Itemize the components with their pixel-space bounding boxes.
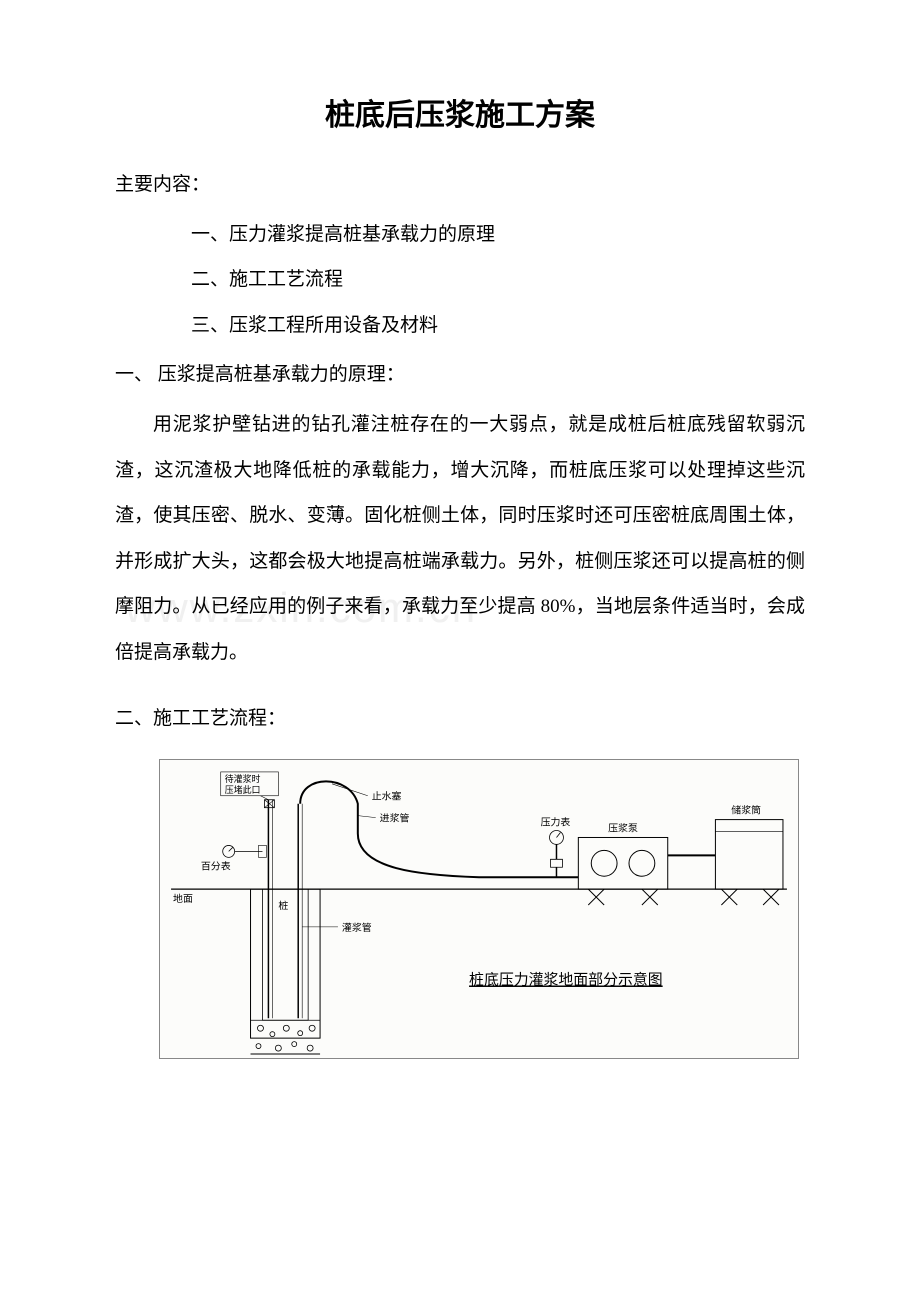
- label-pile: 桩: [278, 899, 288, 912]
- pump-icon: 压浆泵: [578, 822, 667, 906]
- section-1-heading: 一、 压浆提高桩基承载力的原理：: [115, 352, 805, 398]
- label-plug-1: 待灌浆时: [225, 773, 261, 784]
- toc-item-1: 一、压力灌浆提高桩基承载力的原理: [115, 212, 805, 258]
- toc-item-2: 二、施工工艺流程: [115, 257, 805, 303]
- label-stop-plug: 止水塞: [372, 790, 402, 803]
- label-ground: 地面: [173, 892, 193, 905]
- label-dial-gauge: 百分表: [201, 859, 231, 872]
- section-1-body: 用泥浆护壁钻进的钻孔灌注桩存在的一大弱点，就是成桩后桩底残留软弱沉渣，这沉渣极大…: [115, 402, 805, 676]
- label-inlet-pipe: 进浆管: [380, 812, 410, 825]
- toc-label: 主要内容：: [115, 162, 805, 208]
- label-pressure-gauge: 压力表: [541, 816, 571, 829]
- dial-gauge-icon: [223, 846, 267, 858]
- label-plug-2: 压堵此口: [225, 784, 261, 795]
- toc-item-3: 三、压浆工程所用设备及材料: [115, 303, 805, 349]
- section-2-heading: 二、施工工艺流程：: [115, 696, 805, 742]
- label-pump: 压浆泵: [608, 822, 638, 835]
- slurry-tank-icon: 储浆筒: [715, 804, 783, 905]
- pressure-gauge-icon: [550, 831, 564, 878]
- diagram-caption: 桩底压力灌浆地面部分示意图: [469, 971, 663, 989]
- label-grout-pipe: 灌浆管: [342, 921, 372, 934]
- label-tank: 储浆筒: [731, 804, 761, 817]
- grouting-diagram: 地面 桩: [159, 759, 799, 1059]
- page-title: 桩底后压浆施工方案: [115, 90, 805, 134]
- pile-toe-sediment: [251, 1020, 321, 1054]
